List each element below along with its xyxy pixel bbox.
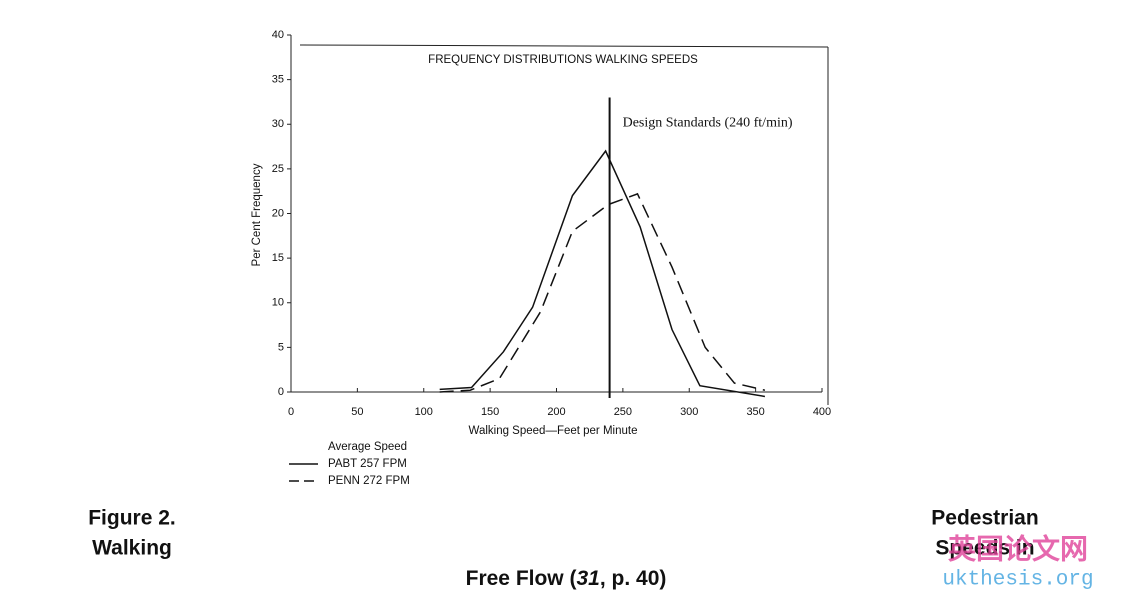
x-tick-label: 300	[680, 406, 698, 418]
legend-label: PABT 257 FPM	[328, 458, 407, 470]
x-tick-label: 0	[288, 406, 294, 418]
x-tick-label: 150	[481, 406, 499, 418]
y-tick-label: 15	[272, 252, 284, 264]
y-tick-label: 40	[272, 29, 284, 41]
series-line	[439, 149, 766, 398]
y-tick-label: 25	[272, 163, 284, 175]
caption-right: Speeds in	[935, 537, 1034, 560]
caption-left: Figure 2.	[88, 507, 176, 530]
frame	[299, 44, 829, 48]
legend-label: PENN 272 FPM	[328, 475, 410, 487]
x-tick-label: 400	[813, 406, 831, 418]
watermark: 英国论文网	[948, 532, 1088, 564]
x-tick-label: 50	[351, 406, 363, 418]
x-tick-label: 350	[746, 406, 764, 418]
chart-title: FREQUENCY DISTRIBUTIONS WALKING SPEEDS	[428, 54, 698, 66]
y-tick-label: 10	[272, 297, 284, 309]
x-tick-label: 100	[415, 406, 433, 418]
y-tick-label: 35	[272, 74, 284, 86]
caption-part: , p. 40)	[600, 567, 667, 590]
caption-part: 31	[576, 567, 599, 590]
series-line	[439, 192, 766, 393]
y-tick-label: 0	[278, 386, 284, 398]
caption-left: Walking	[92, 537, 172, 560]
caption-bottom: Free Flow (31, p. 40)	[466, 567, 667, 590]
x-tick-label: 200	[547, 406, 565, 418]
watermark: ukthesis.org	[942, 569, 1093, 592]
annotation: Design Standards (240 ft/min)	[623, 116, 793, 131]
legend-title: Average Speed	[328, 441, 407, 453]
y-tick-label: 30	[272, 118, 284, 130]
x-tick-label: 250	[614, 406, 632, 418]
x-axis-label: Walking Speed—Feet per Minute	[469, 425, 638, 437]
caption-right: Pedestrian	[931, 507, 1038, 530]
y-axis-label: Per Cent Frequency	[251, 163, 263, 266]
y-tick-label: 20	[272, 207, 284, 219]
y-tick-label: 5	[278, 341, 284, 353]
caption-part: Free Flow (	[466, 567, 577, 590]
